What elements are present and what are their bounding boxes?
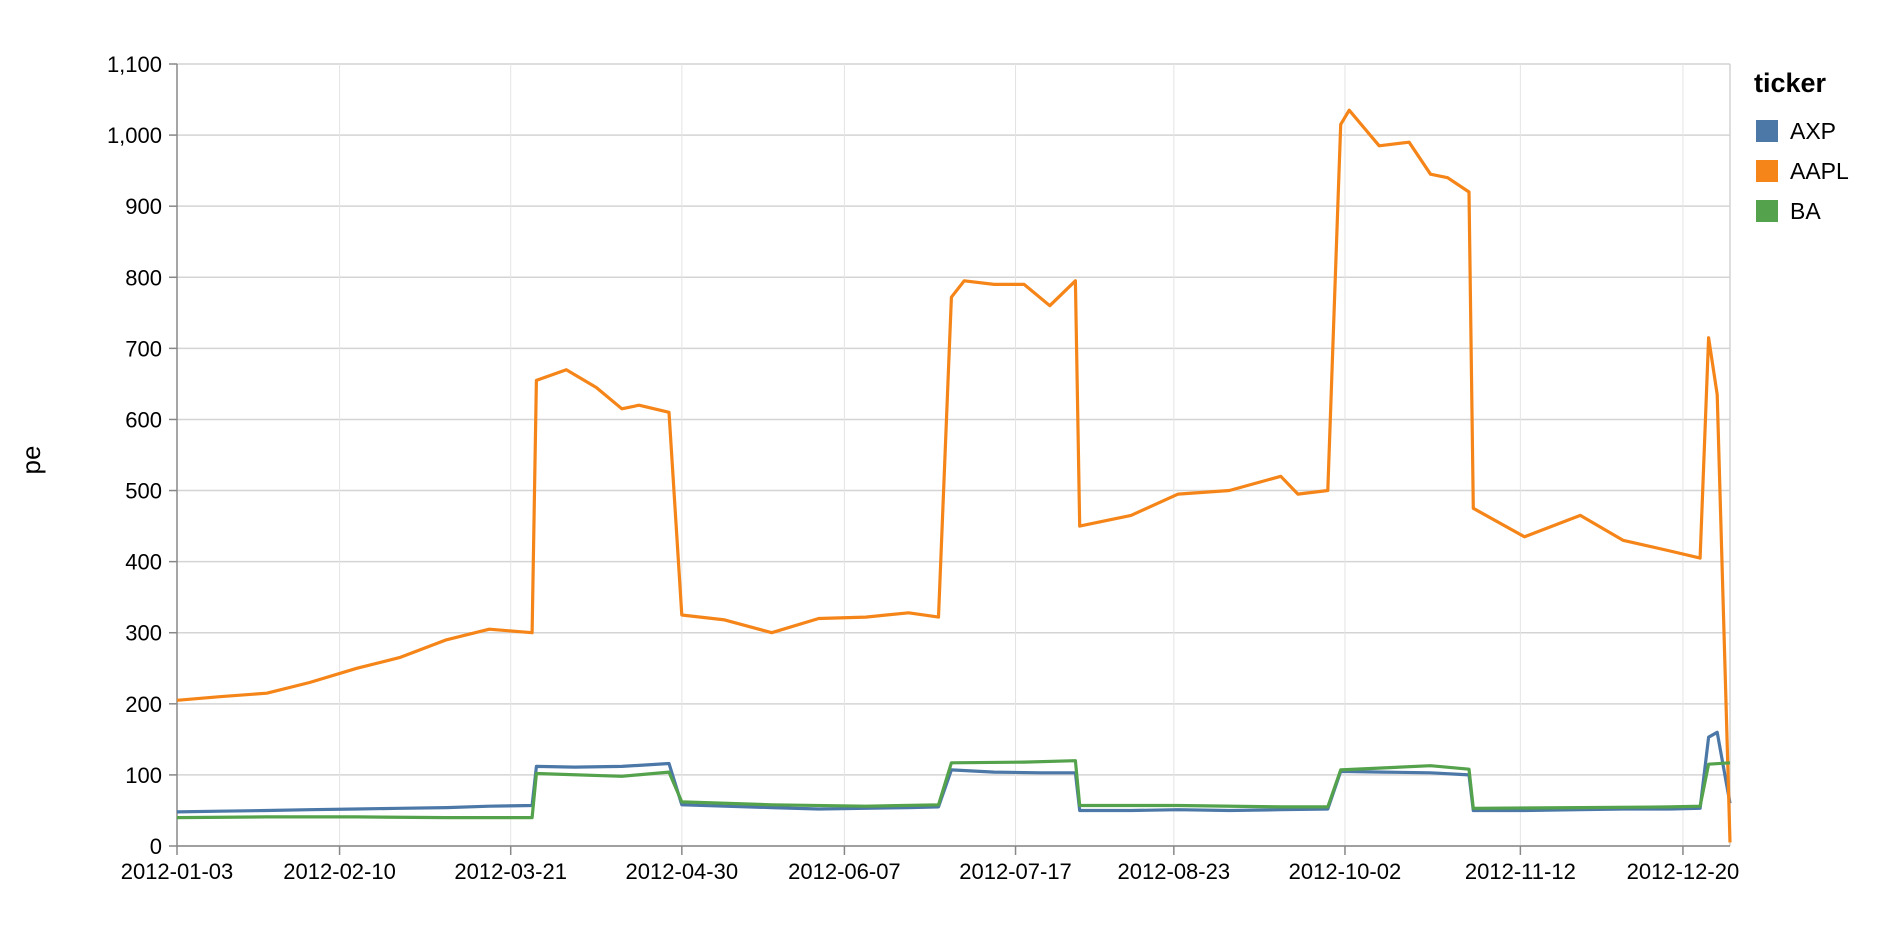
y-axis-ticks: 0 100 200 300 400 500 600 700 800 900 1,000 1,100 [107, 52, 177, 859]
y-tick-label: 600 [125, 407, 162, 432]
legend-label-aapl: AAPL [1790, 158, 1849, 184]
y-tick-label: 400 [125, 550, 162, 575]
y-axis-title: pe [16, 446, 46, 475]
legend-title: ticker [1754, 68, 1827, 98]
legend-label-axp: AXP [1790, 118, 1836, 144]
axes [176, 64, 1730, 847]
x-tick-label: 2012-08-23 [1118, 859, 1231, 884]
x-axis-ticks: 2012-01-03 2012-02-10 2012-03-21 2012-04-30… [121, 846, 1739, 884]
x-tick-label: 2012-03-21 [454, 859, 567, 884]
legend-swatch-aapl [1756, 160, 1778, 182]
series-line-axp [176, 730, 1732, 814]
x-tick-label: 2012-11-12 [1465, 859, 1576, 884]
y-tick-label: 700 [125, 336, 162, 361]
x-tick-label: 2012-02-10 [283, 859, 396, 884]
x-tick-label: 2012-04-30 [626, 859, 739, 884]
legend-label-ba: BA [1790, 198, 1821, 224]
legend: ticker AXP AAPL BA [1754, 68, 1849, 224]
series-lines [176, 108, 1732, 843]
y-tick-label: 900 [125, 194, 162, 219]
y-tick-label: 800 [125, 265, 162, 290]
y-tick-label: 1,100 [107, 52, 162, 77]
series-line-ba [176, 759, 1731, 820]
legend-swatch-axp [1756, 120, 1778, 142]
y-tick-label: 300 [125, 621, 162, 646]
y-tick-label: 500 [125, 479, 162, 504]
x-tick-label: 2012-10-02 [1289, 859, 1402, 884]
series-line-aapl [176, 108, 1732, 843]
y-tick-label: 100 [125, 763, 162, 788]
x-tick-label: 2012-12-20 [1627, 859, 1740, 884]
y-tick-label: 200 [125, 692, 162, 717]
x-tick-label: 2012-01-03 [121, 859, 234, 884]
legend-swatch-ba [1756, 200, 1778, 222]
grid-lines [176, 63, 1731, 847]
y-tick-label: 0 [150, 834, 162, 859]
y-tick-label: 1,000 [107, 123, 162, 148]
x-tick-label: 2012-07-17 [959, 859, 1072, 884]
x-tick-label: 2012-06-07 [788, 859, 901, 884]
